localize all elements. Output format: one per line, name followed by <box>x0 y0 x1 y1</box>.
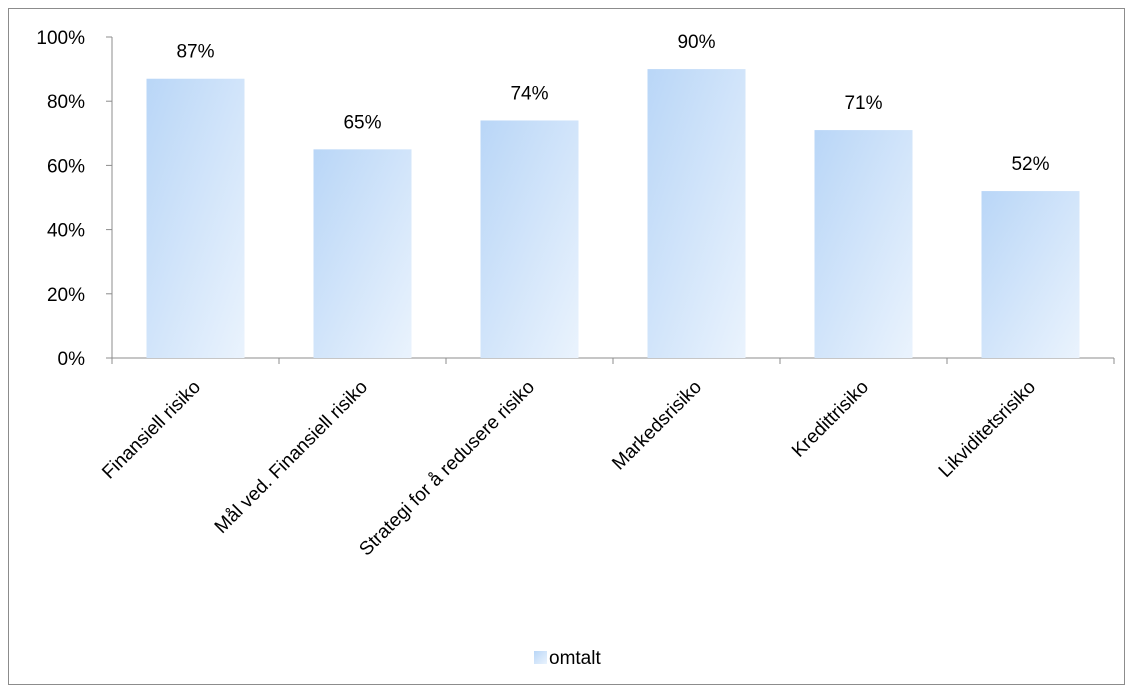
legend: omtalt <box>534 648 601 669</box>
data-label: 65% <box>343 112 381 133</box>
y-tick-label: 40% <box>47 221 85 242</box>
category-label: Likviditetsrisiko <box>935 377 1040 482</box>
data-labels: 87% 65% 74% 90% 71% 52% <box>176 32 1049 175</box>
bar <box>647 69 746 358</box>
bars <box>146 69 1080 359</box>
category-label: Kredittrisiko <box>788 377 873 462</box>
legend-label: omtalt <box>549 648 601 669</box>
bar <box>814 130 913 358</box>
category-label: Finansiell risiko <box>98 377 205 484</box>
category-labels: Finansiell risiko Mål ved. Finansiell ris… <box>98 377 1040 561</box>
category-label: Markedsrisiko <box>608 377 706 475</box>
bar <box>146 78 245 358</box>
category-label: Mål ved. Finansiell risiko <box>211 377 372 538</box>
bar <box>480 120 579 359</box>
data-label: 74% <box>510 83 548 104</box>
legend-swatch <box>534 651 547 664</box>
x-axis <box>111 357 1115 364</box>
data-label: 87% <box>176 42 214 63</box>
bar <box>981 191 1080 358</box>
bar <box>313 149 412 358</box>
y-tick-label: 60% <box>47 156 85 177</box>
data-label: 90% <box>677 32 715 53</box>
y-tick-label: 80% <box>47 92 85 113</box>
data-label: 71% <box>844 93 882 114</box>
y-tick-label: 20% <box>47 285 85 306</box>
y-axis: 0% 20% 40% 60% 80% 100% <box>36 28 113 370</box>
y-tick-label: 0% <box>58 349 86 370</box>
category-label: Strategi for å redusere risiko <box>355 377 539 561</box>
data-label: 52% <box>1011 154 1049 175</box>
y-tick-label: 100% <box>36 28 85 49</box>
